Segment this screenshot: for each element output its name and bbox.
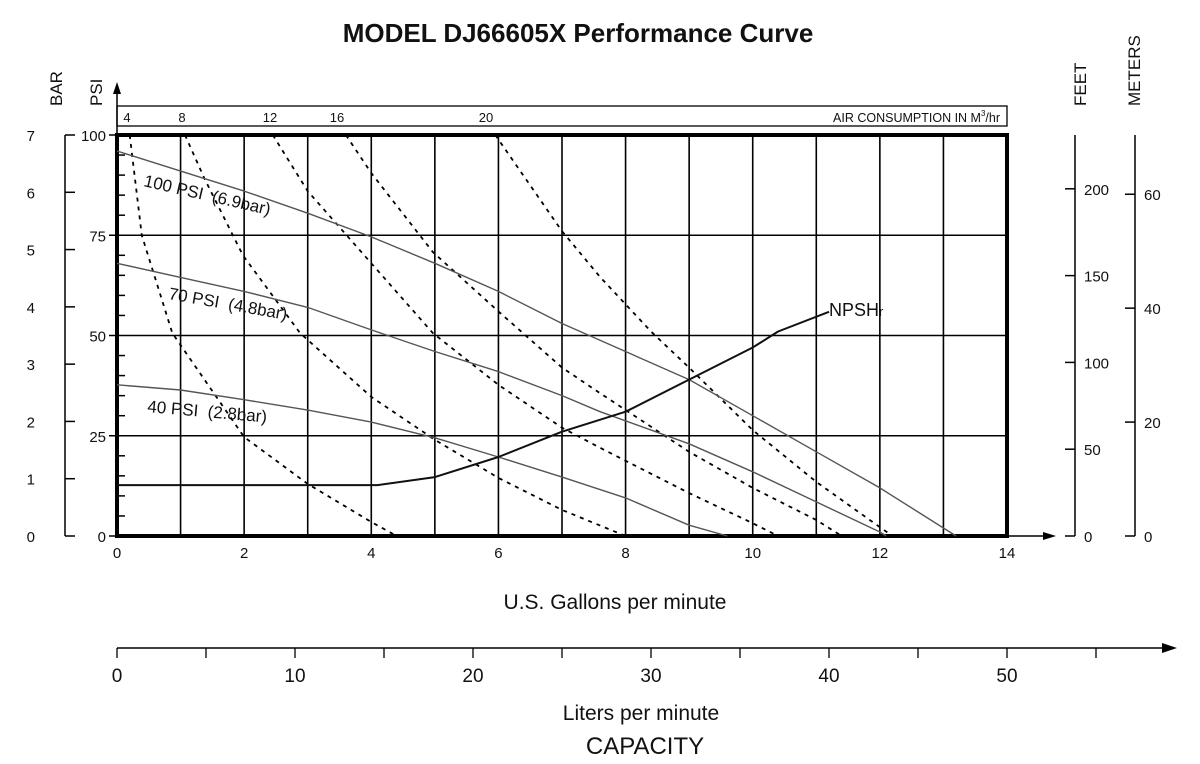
liters-axis-label: Liters per minute	[563, 702, 719, 725]
feet-tick-label: 200	[1084, 182, 1109, 199]
feet-tick-label: 100	[1084, 355, 1109, 372]
air-consumption-curve-4	[128, 134, 398, 537]
psi-tick-label: 100	[81, 128, 106, 145]
liters-tick-label: 50	[996, 666, 1017, 687]
feet-tick-label: 150	[1084, 269, 1109, 286]
meters-axis-label: METERS	[1125, 35, 1144, 106]
liters-axis-arrow	[1162, 643, 1177, 653]
pressure-curve	[116, 384, 728, 537]
x-tick-label: 0	[113, 545, 121, 562]
meters-tick-label: 0	[1144, 529, 1152, 546]
curve-label-40psi: 40 PSI (2.8bar)	[147, 397, 268, 426]
air-consumption-tick-label: 12	[263, 110, 277, 125]
bar-tick-label: 6	[27, 185, 35, 202]
bar-tick-label: 2	[27, 414, 35, 431]
psi-tick-label: 25	[89, 429, 106, 446]
x-tick-label: 4	[367, 545, 375, 562]
bar-tick-label: 3	[27, 357, 35, 374]
air-consumption-tick-label: 20	[479, 110, 493, 125]
air-consumption-curve-16	[345, 134, 843, 537]
bar-tick-label: 7	[27, 128, 35, 145]
psi-tick-label: 50	[89, 329, 106, 346]
npshr-curve	[117, 310, 830, 487]
x-tick-label: 2	[240, 545, 248, 562]
air-consumption-box	[116, 105, 1008, 127]
x-axis-label: U.S. Gallons per minute	[504, 591, 727, 614]
pressure-curve	[116, 150, 957, 537]
liters-tick-label: 30	[640, 666, 661, 687]
air-consumption-tick-label: 4	[123, 110, 130, 125]
pressure-curve	[116, 262, 887, 537]
air-consumption-tick-label: 8	[178, 110, 185, 125]
x-tick-label: 12	[872, 545, 889, 562]
feet-tick-label: 0	[1084, 529, 1092, 546]
feet-tick-label: 50	[1084, 442, 1101, 459]
psi-tick-label: 0	[98, 529, 106, 546]
meters-tick-label: 20	[1144, 415, 1161, 432]
air-consumption-label: AIR CONSUMPTION IN M3/hr	[833, 109, 1000, 125]
bar-tick-label: 1	[27, 472, 35, 489]
liters-tick-label: 10	[284, 666, 305, 687]
x-tick-label: 14	[999, 545, 1016, 562]
meters-tick-label: 60	[1144, 187, 1161, 204]
x-tick-label: 8	[621, 545, 629, 562]
curve-label-70psi: 70 PSI (4.8bar)	[167, 284, 288, 324]
capacity-label: CAPACITY	[586, 733, 704, 760]
bar-tick-label: 0	[27, 529, 35, 546]
x-axis-arrow	[1043, 532, 1056, 540]
feet-axis-label: FEET	[1071, 63, 1090, 106]
curve-label-npshr: NPSHr	[829, 300, 884, 320]
liters-tick-label: 0	[112, 666, 123, 687]
curve-label-100psi: 100 PSI (6.9bar)	[142, 171, 272, 219]
bar-tick-label: 5	[27, 243, 35, 260]
bar-axis-label: BAR	[47, 71, 66, 106]
meters-tick-label: 40	[1144, 301, 1161, 318]
psi-tick-label: 75	[89, 228, 106, 245]
psi-axis-arrow	[113, 82, 121, 94]
psi-axis-label: PSI	[87, 79, 106, 106]
air-consumption-curve-8	[184, 134, 626, 537]
air-consumption-tick-label: 16	[330, 110, 344, 125]
air-consumption-curve-20	[494, 134, 894, 537]
liters-tick-label: 40	[818, 666, 839, 687]
liters-tick-label: 20	[462, 666, 483, 687]
bar-tick-label: 4	[27, 300, 35, 317]
x-tick-label: 10	[744, 545, 761, 562]
chart-title: MODEL DJ66605X Performance Curve	[343, 18, 814, 48]
x-tick-label: 6	[494, 545, 502, 562]
